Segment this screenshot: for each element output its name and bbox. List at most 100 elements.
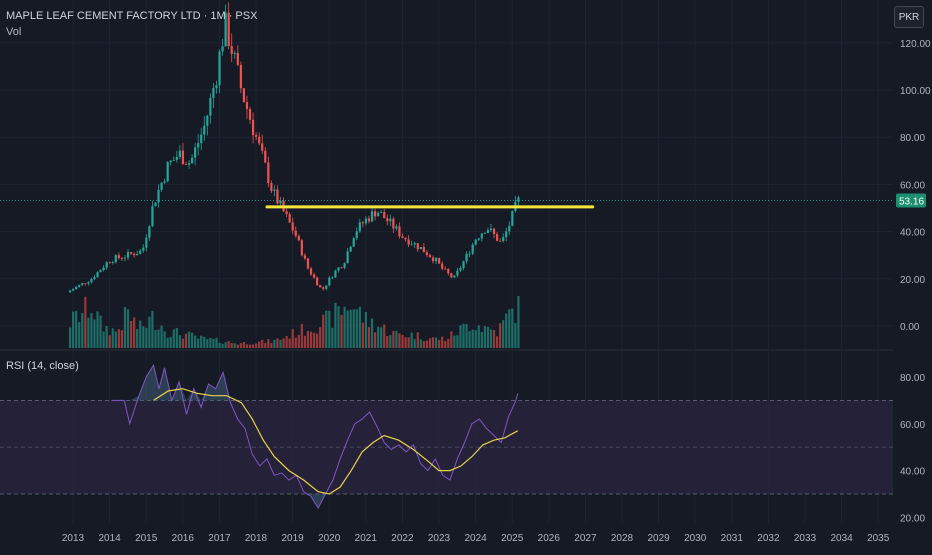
time-axis-label-2027: 2027 xyxy=(574,533,597,544)
candle-body xyxy=(499,240,502,242)
time-axis-label-2033: 2033 xyxy=(794,533,817,544)
volume-bar xyxy=(401,334,404,348)
volume-bar xyxy=(166,337,169,348)
volume-bar xyxy=(72,311,75,348)
currency-badge[interactable]: PKR xyxy=(894,6,924,28)
time-axis-label-2030: 2030 xyxy=(684,533,707,544)
candle-body xyxy=(386,218,389,222)
symbol-title: MAPLE LEAF CEMENT FACTORY LTD · 1M · PSX xyxy=(6,10,258,22)
volume-bar xyxy=(312,332,316,348)
candle-body xyxy=(456,270,459,276)
candle-body xyxy=(242,88,246,103)
volume-bar xyxy=(325,310,328,348)
volume-bar xyxy=(261,339,264,348)
volume-bar xyxy=(126,309,130,348)
candle-body xyxy=(450,273,453,278)
candle-body xyxy=(340,267,343,269)
candle-body xyxy=(245,102,249,110)
volume-bar xyxy=(117,329,120,348)
candle-body xyxy=(309,268,313,275)
volume-bar xyxy=(75,310,78,348)
volume-bar xyxy=(386,335,389,348)
volume-bar xyxy=(370,318,374,348)
candle-body xyxy=(352,238,355,247)
volume-bar xyxy=(230,342,233,348)
volume-bar xyxy=(419,339,422,348)
volume-bar xyxy=(468,331,471,348)
volume-bar xyxy=(303,335,307,348)
candle-body xyxy=(511,210,514,226)
volume-bar xyxy=(428,338,432,348)
time-axis-label-2032: 2032 xyxy=(757,533,780,544)
candle-body xyxy=(294,230,297,236)
candle-body xyxy=(172,159,175,161)
time-axis-label-2013: 2013 xyxy=(62,533,85,544)
price-axis-label: 120.00 xyxy=(900,39,931,50)
volume-bar xyxy=(105,326,108,348)
volume-bar xyxy=(434,337,438,348)
candle-body xyxy=(404,237,407,240)
volume-bar xyxy=(309,331,313,348)
volume-bar xyxy=(172,329,175,348)
volume-bar xyxy=(273,339,276,348)
volume-bar xyxy=(425,340,429,348)
volume-bar xyxy=(517,296,520,348)
candle-body xyxy=(428,255,432,258)
time-axis-label-2017: 2017 xyxy=(208,533,231,544)
candle-body xyxy=(203,125,206,135)
candle-body xyxy=(84,283,87,284)
volume-bar xyxy=(413,339,416,348)
rsi-axis-label: 20.00 xyxy=(900,513,925,524)
volume-bar xyxy=(81,313,84,348)
candle-body xyxy=(358,222,361,232)
volume-bar xyxy=(294,337,297,348)
candle-body xyxy=(169,160,172,163)
volume-bar xyxy=(96,311,99,348)
candle-body xyxy=(111,262,114,263)
candle-body xyxy=(181,150,185,165)
volume-bar xyxy=(245,344,249,348)
candle-body xyxy=(114,255,117,263)
volume-bar xyxy=(306,331,310,348)
volume-bar xyxy=(209,338,212,348)
volume-bar xyxy=(123,306,127,348)
candle-body xyxy=(255,135,258,137)
volume-bar xyxy=(236,344,239,348)
volume-bar xyxy=(297,334,300,348)
volume-bar xyxy=(111,328,114,348)
candle-body xyxy=(337,267,340,271)
volume-bar xyxy=(489,329,493,348)
volume-bar xyxy=(343,306,346,348)
volume-bar xyxy=(129,320,133,348)
candle-body xyxy=(258,136,261,144)
volume-label: Vol xyxy=(6,26,22,38)
volume-bar xyxy=(285,336,288,348)
candle-body xyxy=(178,150,181,158)
candle-body xyxy=(483,232,486,234)
candle-body xyxy=(276,189,279,204)
rsi-axis-label: 60.00 xyxy=(900,420,925,431)
candle-body xyxy=(251,119,255,136)
time-axis-label-2022: 2022 xyxy=(391,533,414,544)
time-axis-label-2035: 2035 xyxy=(867,533,890,544)
candle-body xyxy=(267,162,270,184)
candle-body xyxy=(291,222,294,231)
volume-bar xyxy=(373,332,377,348)
volume-bar xyxy=(108,335,111,348)
candle-body xyxy=(480,233,483,239)
volume-bar xyxy=(438,339,441,348)
volume-bar xyxy=(453,335,456,348)
volume-bar xyxy=(480,331,483,348)
time-axis-label-2016: 2016 xyxy=(172,533,195,544)
volume-bar xyxy=(264,343,267,348)
volume-bar xyxy=(380,327,383,348)
volume-bar xyxy=(337,306,340,348)
volume-bar xyxy=(267,339,270,348)
candle-body xyxy=(303,255,307,259)
volume-bar xyxy=(474,330,477,348)
candle-body xyxy=(444,268,447,270)
candle-body xyxy=(108,262,111,264)
candle-body xyxy=(312,274,316,278)
candle-body xyxy=(117,255,120,258)
